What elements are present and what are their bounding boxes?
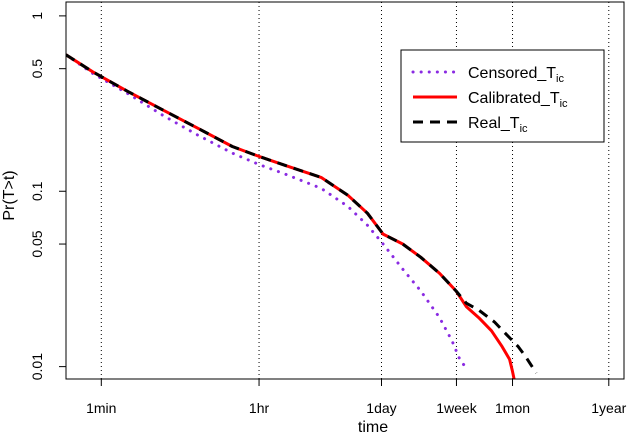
y-tick-label: 0.01 xyxy=(29,353,45,380)
legend-label-2: Calibrated_Tic xyxy=(468,90,568,110)
y-tick-label: 0.5 xyxy=(29,59,45,79)
axes-layer: 1min 1hr 1day 1week 1mon 1year 1 0.5 0.1 0.05 0.01 xyxy=(29,12,627,416)
x-axis-title: time xyxy=(358,419,388,436)
legend-label-1: Censored_Tic xyxy=(468,65,564,85)
y-tick-label: 1 xyxy=(29,12,45,20)
legend-label-3: Real_Tic xyxy=(468,115,528,135)
x-tick-label: 1year xyxy=(591,400,626,416)
x-tick-label: 1hr xyxy=(249,400,270,416)
x-tick-label: 1week xyxy=(436,400,477,416)
x-tick-label: 1min xyxy=(86,400,116,416)
x-tick-label: 1mon xyxy=(495,400,530,416)
y-axis-title: Pr(T>t) xyxy=(1,170,18,220)
legend: Censored_Tic Calibrated_Tic Real_Tic xyxy=(400,49,605,143)
series-layer xyxy=(66,53,538,379)
series-line-3 xyxy=(66,53,538,374)
y-tick-label: 0.05 xyxy=(29,230,45,257)
legend-box xyxy=(400,49,605,143)
series-line-1 xyxy=(66,53,468,370)
x-tick-label: 1day xyxy=(366,400,396,416)
grid-layer xyxy=(100,2,610,379)
plot-frame xyxy=(65,1,625,380)
y-tick-label: 0.1 xyxy=(29,181,45,201)
